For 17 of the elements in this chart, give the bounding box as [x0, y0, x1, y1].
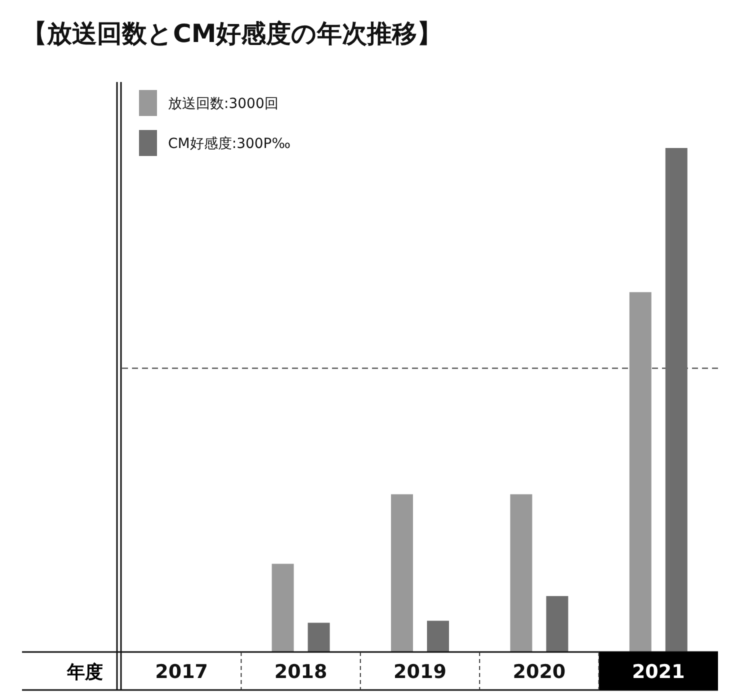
- bar: [391, 494, 413, 652]
- x-tick-label: 2018: [274, 661, 328, 683]
- bar: [665, 148, 688, 652]
- bar: [308, 622, 330, 652]
- legend-label: CM好感度:300P‰: [168, 136, 291, 152]
- chart-title: 【放送回数とCM好感度の年次推移】: [22, 19, 442, 48]
- bar: [546, 596, 568, 652]
- bar: [427, 620, 449, 652]
- bar: [510, 494, 532, 652]
- x-tick-label: 2017: [155, 661, 208, 683]
- x-axis-title: 年度: [66, 662, 103, 683]
- bar: [272, 564, 294, 652]
- legend-label: 放送回数:3000回: [168, 96, 278, 112]
- bar: [629, 292, 652, 652]
- x-tick-label: 2019: [394, 661, 446, 683]
- x-tick-label: 2020: [512, 661, 566, 683]
- x-tick-label: 2021: [632, 661, 685, 683]
